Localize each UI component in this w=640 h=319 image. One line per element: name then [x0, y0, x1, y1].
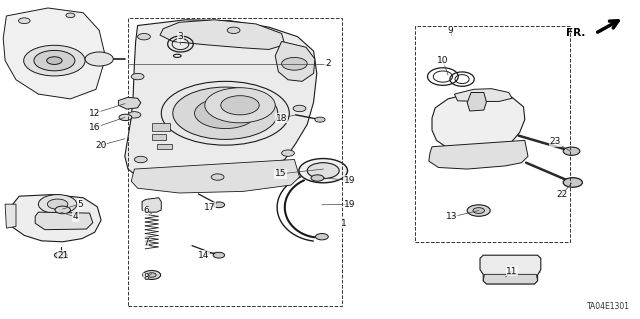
- Circle shape: [211, 174, 224, 180]
- Bar: [128, 18, 342, 306]
- Polygon shape: [160, 20, 285, 49]
- Circle shape: [173, 87, 278, 139]
- Text: FR.: FR.: [566, 28, 586, 39]
- Text: 2: 2: [325, 59, 330, 68]
- Circle shape: [134, 156, 147, 163]
- Polygon shape: [3, 8, 106, 99]
- Polygon shape: [480, 255, 541, 284]
- Circle shape: [128, 112, 141, 118]
- Polygon shape: [35, 212, 93, 230]
- Polygon shape: [131, 160, 300, 193]
- Text: 15: 15: [275, 169, 286, 178]
- Text: 19: 19: [344, 176, 355, 185]
- Circle shape: [307, 163, 339, 179]
- Polygon shape: [429, 140, 528, 169]
- Circle shape: [161, 81, 289, 145]
- Polygon shape: [142, 198, 161, 212]
- Circle shape: [316, 234, 328, 240]
- Circle shape: [195, 98, 256, 129]
- Text: TA04E1301: TA04E1301: [588, 302, 630, 311]
- Text: 9: 9: [448, 26, 453, 35]
- Circle shape: [285, 61, 298, 67]
- Polygon shape: [275, 41, 315, 81]
- Text: 14: 14: [198, 251, 209, 260]
- Text: 13: 13: [446, 212, 458, 221]
- Circle shape: [213, 252, 225, 258]
- Circle shape: [66, 13, 75, 18]
- Polygon shape: [5, 204, 16, 228]
- Text: 20: 20: [95, 141, 107, 150]
- Circle shape: [147, 273, 156, 277]
- Circle shape: [467, 205, 490, 216]
- Text: 23: 23: [550, 137, 561, 146]
- Text: 6: 6: [143, 206, 148, 215]
- Text: 1: 1: [342, 219, 347, 228]
- Polygon shape: [152, 134, 166, 140]
- Circle shape: [213, 202, 225, 208]
- Circle shape: [147, 201, 156, 206]
- Polygon shape: [157, 144, 172, 149]
- Circle shape: [38, 195, 77, 214]
- Polygon shape: [432, 93, 525, 153]
- Circle shape: [47, 57, 62, 64]
- Circle shape: [221, 96, 259, 115]
- Circle shape: [47, 199, 68, 209]
- Circle shape: [55, 206, 70, 214]
- Circle shape: [293, 105, 306, 112]
- Polygon shape: [118, 97, 141, 109]
- Circle shape: [205, 88, 275, 123]
- Text: 16: 16: [89, 123, 100, 132]
- Circle shape: [143, 271, 161, 279]
- Circle shape: [282, 57, 307, 70]
- Circle shape: [315, 117, 325, 122]
- Circle shape: [119, 114, 132, 121]
- Circle shape: [19, 18, 30, 24]
- Circle shape: [214, 108, 237, 119]
- Text: 3: 3: [178, 32, 183, 41]
- Polygon shape: [125, 20, 317, 185]
- Circle shape: [299, 159, 348, 183]
- Circle shape: [473, 208, 484, 213]
- Bar: [415, 26, 570, 242]
- Circle shape: [311, 175, 324, 181]
- Circle shape: [54, 252, 67, 258]
- Text: 5: 5: [77, 200, 83, 209]
- Text: 17: 17: [204, 203, 216, 212]
- Text: 11: 11: [506, 267, 518, 276]
- Text: 7: 7: [143, 238, 148, 247]
- Polygon shape: [467, 93, 486, 111]
- Text: 18: 18: [276, 114, 287, 122]
- Polygon shape: [454, 89, 512, 101]
- Text: 12: 12: [89, 109, 100, 118]
- Text: 4: 4: [73, 212, 78, 221]
- Circle shape: [282, 150, 294, 156]
- Text: 21: 21: [57, 251, 68, 260]
- Circle shape: [85, 52, 113, 66]
- Circle shape: [24, 45, 85, 76]
- Polygon shape: [483, 274, 538, 284]
- Circle shape: [34, 50, 75, 71]
- Text: 10: 10: [437, 56, 449, 65]
- Polygon shape: [152, 123, 170, 131]
- Circle shape: [131, 73, 144, 80]
- Circle shape: [563, 178, 582, 187]
- Circle shape: [563, 147, 580, 155]
- Text: 22: 22: [556, 190, 568, 199]
- Text: 19: 19: [344, 200, 355, 209]
- Text: 8: 8: [143, 273, 148, 282]
- Circle shape: [227, 27, 240, 33]
- Circle shape: [138, 33, 150, 40]
- Polygon shape: [10, 195, 101, 242]
